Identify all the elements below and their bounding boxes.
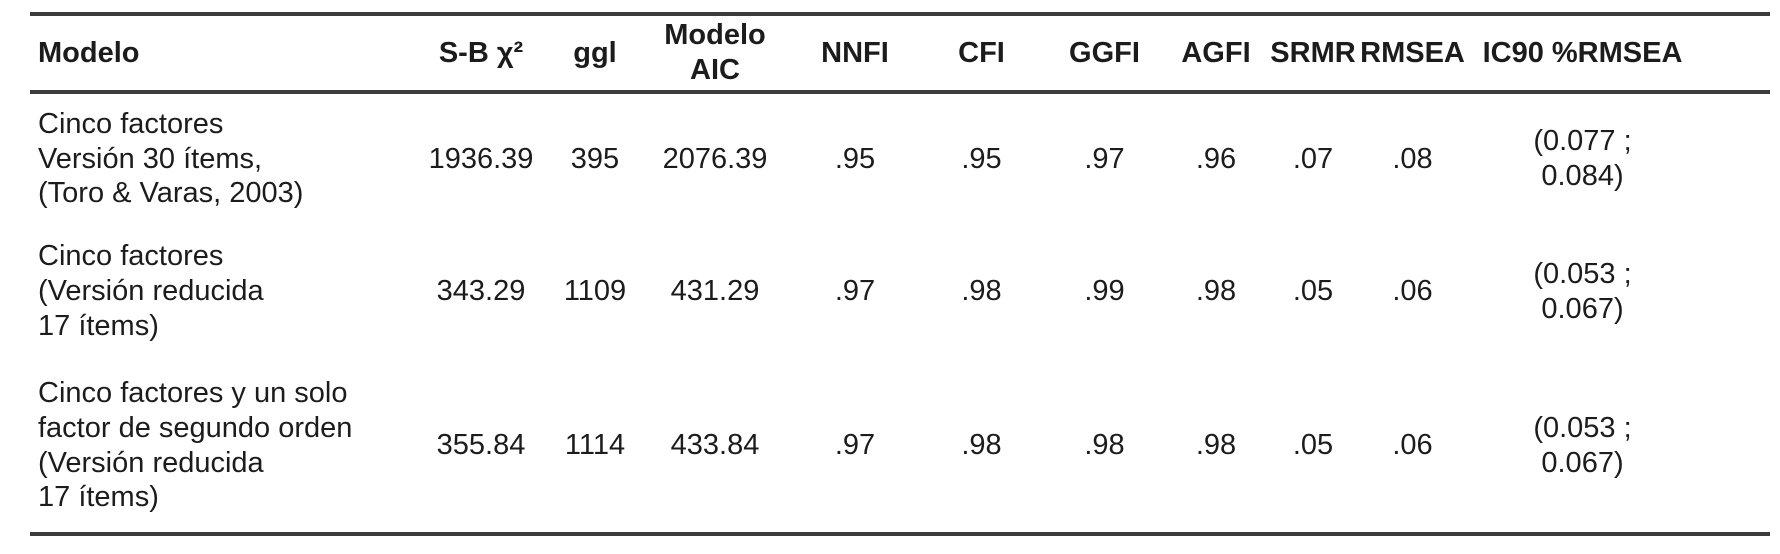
cell-srmr: .05 (1292, 429, 1334, 462)
cell-modelo-aic: 431.29 (670, 275, 760, 308)
cell-sb-chi2: 1936.39 (428, 142, 534, 175)
column-header-ggfi: GGFI (1043, 14, 1166, 94)
cell-modelo: Cinco factores y un solo factor de segun… (38, 376, 353, 514)
cell-rmsea: .06 (1392, 429, 1433, 462)
header-row: Modelo S-B χ² ggl Modelo AIC NNFI CFI GG… (30, 14, 1770, 94)
cell-cfi: .98 (961, 275, 1002, 308)
cell-agfi: .96 (1195, 142, 1237, 175)
table-header: Modelo S-B χ² ggl Modelo AIC NNFI CFI GG… (30, 14, 1770, 94)
column-header-ggl: ggl (550, 14, 640, 94)
cell-ic90-rmsea: (0.053 ; 0.067) (1533, 411, 1632, 479)
cell-ggl: 395 (570, 142, 620, 175)
cell-agfi: .98 (1195, 429, 1237, 462)
cell-cfi: .95 (961, 142, 1002, 175)
cell-modelo: Cinco factores Versión 30 ítems, (Toro &… (38, 107, 304, 210)
cell-modelo-aic: 433.84 (670, 429, 760, 462)
cell-rmsea: .06 (1392, 275, 1433, 308)
column-header-modelo: Modelo (30, 14, 412, 94)
table-row-cinco-factores-17-items: Cinco factores (Versión reducida 17 ítem… (30, 224, 1770, 359)
cell-ggfi: .97 (1084, 142, 1125, 175)
model-fit-indices-table: Modelo S-B χ² ggl Modelo AIC NNFI CFI GG… (30, 12, 1770, 536)
column-header-modelo-aic: Modelo AIC (640, 14, 790, 94)
cell-srmr: .07 (1292, 142, 1334, 175)
cell-sb-chi2: 355.84 (436, 429, 526, 462)
column-header-sb-chi2: S-B χ² (412, 14, 550, 94)
column-header-cfi: CFI (920, 14, 1043, 94)
cell-ic90-rmsea: (0.053 ; 0.067) (1533, 257, 1632, 325)
cell-ggfi: .99 (1084, 275, 1125, 308)
table-row-cinco-factores-segundo-orden: Cinco factores y un solo factor de segun… (30, 359, 1770, 534)
column-header-agfi: AGFI (1166, 14, 1266, 94)
column-header-nnfi: NNFI (790, 14, 920, 94)
cell-ggfi: .98 (1084, 429, 1125, 462)
cell-rmsea: .08 (1392, 142, 1433, 175)
cell-sb-chi2: 343.29 (436, 275, 526, 308)
column-header-ic90-rmsea: IC90 %RMSEA (1465, 14, 1770, 94)
cell-agfi: .98 (1195, 275, 1237, 308)
table-body: Cinco factores Versión 30 ítems, (Toro &… (30, 92, 1770, 534)
cell-nnfi: .95 (834, 142, 876, 175)
cell-nnfi: .97 (834, 275, 876, 308)
table-row-cinco-factores-30-items: Cinco factores Versión 30 ítems, (Toro &… (30, 92, 1770, 224)
cell-modelo: Cinco factores (Versión reducida 17 ítem… (38, 240, 264, 342)
cell-srmr: .05 (1292, 275, 1334, 308)
column-header-srmr: SRMR (1266, 14, 1360, 94)
cell-ggl: 1114 (564, 429, 626, 462)
column-header-rmsea: RMSEA (1360, 14, 1465, 94)
cell-cfi: .98 (961, 429, 1002, 462)
cell-ic90-rmsea: (0.077 ; 0.084) (1533, 125, 1632, 192)
cell-nnfi: .97 (834, 429, 876, 462)
cell-ggl: 1109 (563, 275, 627, 308)
cell-modelo-aic: 2076.39 (662, 142, 768, 175)
